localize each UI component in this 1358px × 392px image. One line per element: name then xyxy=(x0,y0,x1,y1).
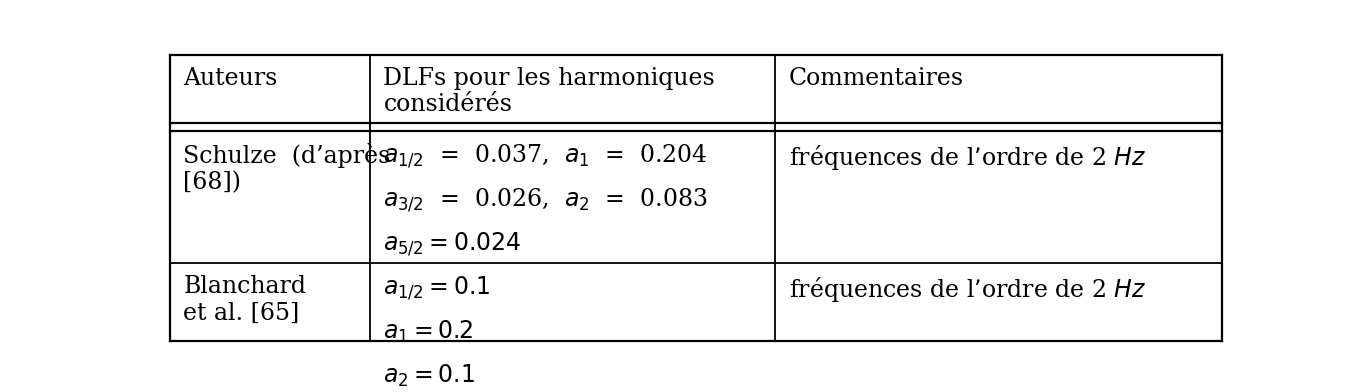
Text: $a_{1/2} = 0.1$: $a_{1/2} = 0.1$ xyxy=(383,275,490,302)
Text: $a_{5/2} = 0.024$: $a_{5/2} = 0.024$ xyxy=(383,230,521,258)
Text: DLFs pour les harmoniques
considérés: DLFs pour les harmoniques considérés xyxy=(383,67,716,116)
Text: Auteurs: Auteurs xyxy=(183,67,278,90)
Text: Commentaires: Commentaires xyxy=(789,67,964,90)
Text: Schulze  (d’après
[68]): Schulze (d’après [68]) xyxy=(183,143,391,194)
Text: fréquences de l’ordre de 2 $Hz$: fréquences de l’ordre de 2 $Hz$ xyxy=(789,275,1146,304)
Text: $a_{3/2}$  =  0.026,  $a_2$  =  0.083: $a_{3/2}$ = 0.026, $a_2$ = 0.083 xyxy=(383,187,708,214)
Text: fréquences de l’ordre de 2 $Hz$: fréquences de l’ordre de 2 $Hz$ xyxy=(789,143,1146,172)
Text: Blanchard
et al. [65]: Blanchard et al. [65] xyxy=(183,275,307,325)
Text: $a_1 = 0.2$: $a_1 = 0.2$ xyxy=(383,319,474,345)
Text: $a_{1/2}$  =  0.037,  $a_1$  =  0.204: $a_{1/2}$ = 0.037, $a_1$ = 0.204 xyxy=(383,143,708,170)
Text: $a_2 = 0.1$: $a_2 = 0.1$ xyxy=(383,363,475,388)
